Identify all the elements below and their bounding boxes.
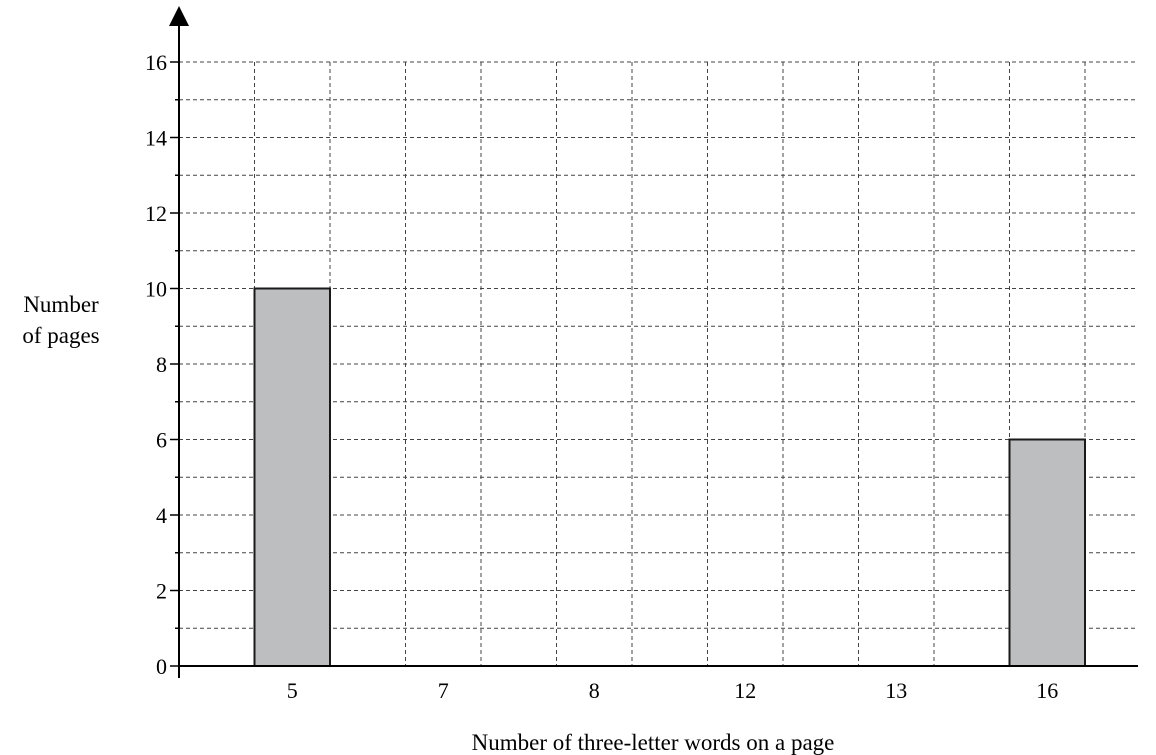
x-tick-label: 5 bbox=[287, 678, 298, 703]
axes bbox=[169, 6, 1138, 678]
y-tick-label: 4 bbox=[156, 503, 167, 528]
y-tick-label: 12 bbox=[145, 201, 167, 226]
y-tick-label: 14 bbox=[145, 126, 167, 151]
y-tick-label: 16 bbox=[145, 50, 167, 75]
x-tick-label: 8 bbox=[589, 678, 600, 703]
y-tick-label: 0 bbox=[156, 654, 167, 679]
x-tick-label: 12 bbox=[734, 678, 756, 703]
x-tick-label: 7 bbox=[438, 678, 449, 703]
x-axis-label: Number of three-letter words on a page bbox=[472, 730, 835, 755]
y-tick-label: 2 bbox=[156, 579, 167, 604]
x-tick-label: 13 bbox=[885, 678, 907, 703]
y-axis-ticks: 0 2 4 6 8 10 12 14 16 bbox=[145, 50, 179, 679]
y-tick-label: 6 bbox=[156, 428, 167, 453]
bar-5 bbox=[253, 287, 331, 667]
x-tick-label: 16 bbox=[1036, 678, 1058, 703]
x-axis-ticks: 5 7 8 12 13 16 bbox=[287, 678, 1059, 703]
bar-16 bbox=[1008, 438, 1086, 667]
y-axis-label-line-1: Number bbox=[23, 292, 99, 317]
gridlines bbox=[179, 61, 1138, 666]
y-tick-label: 8 bbox=[156, 352, 167, 377]
y-axis-label-line-2: of pages bbox=[22, 323, 99, 348]
y-tick-label: 10 bbox=[145, 277, 167, 302]
